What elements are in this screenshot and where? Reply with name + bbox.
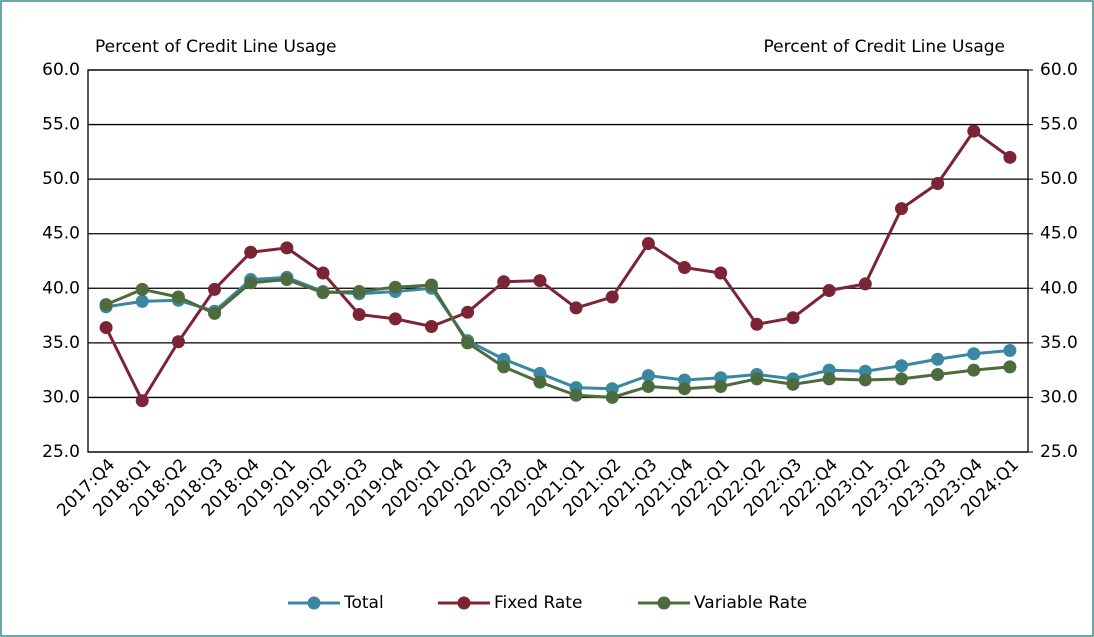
y2-tick-label: 25.0	[1040, 442, 1078, 462]
y2-tick-label: 35.0	[1040, 333, 1078, 353]
y-tick-label: 50.0	[42, 169, 80, 189]
data-point	[497, 275, 511, 289]
data-point	[533, 375, 547, 389]
data-point	[931, 368, 945, 382]
y2-tick-label: 55.0	[1040, 115, 1078, 135]
legend-marker	[457, 596, 471, 610]
data-point	[171, 290, 185, 304]
legend-label: Fixed Rate	[494, 593, 582, 613]
y-tick-label: 25.0	[42, 442, 80, 462]
y2-tick-label: 50.0	[1040, 169, 1078, 189]
data-point	[208, 282, 222, 296]
data-point	[714, 380, 728, 394]
data-point	[967, 124, 981, 138]
y2-tick-label: 30.0	[1040, 387, 1078, 407]
data-point	[858, 373, 872, 387]
data-point	[316, 286, 330, 300]
data-point	[135, 394, 149, 408]
data-point	[569, 301, 583, 315]
y2-tick-label: 60.0	[1040, 60, 1078, 80]
data-point	[858, 277, 872, 291]
y-tick-label: 35.0	[42, 333, 80, 353]
series-line	[104, 129, 1011, 404]
data-point	[497, 360, 511, 374]
data-point	[171, 335, 185, 349]
y-tick-label: 30.0	[42, 387, 80, 407]
data-point	[786, 377, 800, 391]
data-point	[388, 280, 402, 294]
data-point	[244, 245, 258, 259]
data-point	[641, 237, 655, 251]
data-point	[967, 363, 981, 377]
data-point	[135, 294, 149, 308]
data-point	[352, 307, 366, 321]
data-point	[894, 202, 908, 216]
data-point	[678, 261, 692, 275]
data-point	[750, 317, 764, 331]
data-point	[280, 241, 294, 255]
data-point	[99, 321, 113, 335]
legend-label: Variable Rate	[694, 593, 807, 613]
y2-tick-label: 45.0	[1040, 224, 1078, 244]
data-point	[208, 306, 222, 320]
y-tick-label: 60.0	[42, 60, 80, 80]
data-point	[894, 372, 908, 386]
y-tick-label: 45.0	[42, 224, 80, 244]
data-point	[750, 372, 764, 386]
data-point	[569, 388, 583, 402]
data-point	[822, 372, 836, 386]
data-point	[316, 266, 330, 280]
y-tick-label: 40.0	[42, 278, 80, 298]
data-point	[424, 319, 438, 333]
data-point	[605, 390, 619, 404]
y-axis-title: Percent of Credit Line Usage	[95, 37, 337, 57]
data-point	[1003, 343, 1017, 357]
data-point	[678, 382, 692, 396]
plot-area	[87, 69, 1029, 453]
data-point	[135, 282, 149, 296]
data-point	[641, 369, 655, 383]
data-point	[99, 298, 113, 312]
data-point	[533, 274, 547, 288]
data-point	[280, 273, 294, 287]
data-point	[967, 347, 981, 361]
data-point	[461, 336, 475, 350]
data-point	[244, 276, 258, 290]
data-point	[461, 305, 475, 319]
data-point	[714, 266, 728, 280]
legend-label: Total	[343, 593, 384, 613]
data-point	[1003, 150, 1017, 164]
data-point	[931, 352, 945, 366]
data-point	[931, 177, 945, 191]
y2-tick-label: 40.0	[1040, 278, 1078, 298]
legend-marker	[307, 596, 321, 610]
data-point	[641, 380, 655, 394]
data-point	[894, 359, 908, 373]
y2-axis-title: Percent of Credit Line Usage	[764, 37, 1006, 57]
data-point	[605, 290, 619, 304]
data-point	[822, 283, 836, 297]
y-tick-label: 55.0	[42, 115, 80, 135]
legend-marker	[657, 596, 671, 610]
data-point	[1003, 360, 1017, 374]
data-point	[352, 285, 366, 299]
data-point	[424, 278, 438, 292]
data-point	[388, 312, 402, 326]
data-point	[786, 311, 800, 325]
